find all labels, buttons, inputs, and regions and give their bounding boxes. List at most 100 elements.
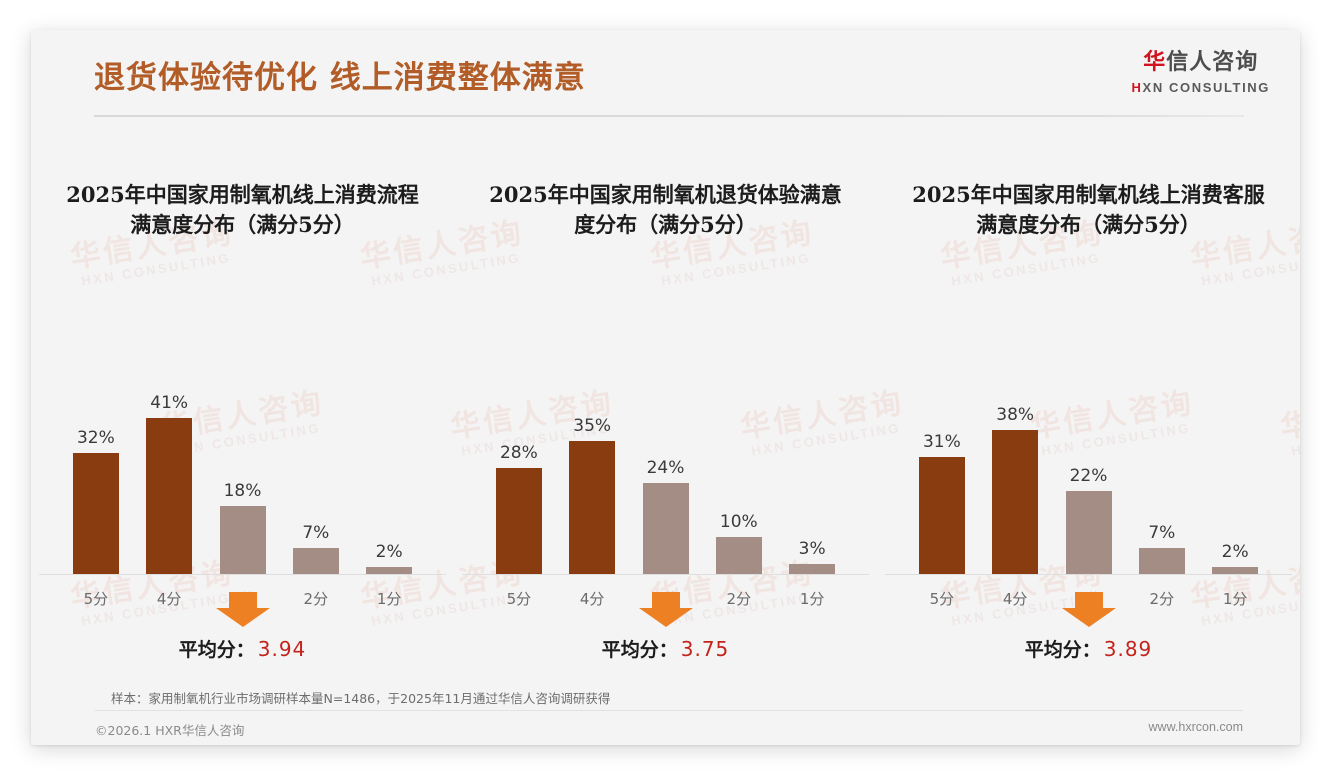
bar-group: 28% 35% 24% 10% 3% xyxy=(484,370,847,575)
bar[interactable] xyxy=(789,563,836,575)
bar-group: 32% 41% 18% 7% 2% xyxy=(61,370,424,575)
average-score-value: 3.94 xyxy=(257,637,307,661)
bar-column[interactable]: 10% xyxy=(704,370,774,575)
bar[interactable] xyxy=(1065,490,1112,575)
chart-title: 2025年中国家用制氧机线上消费流程满意度分布（满分5分） xyxy=(66,182,419,237)
x-axis-tick-label: 2分 xyxy=(1149,590,1175,608)
average-score-text: 平均分： 3.89 xyxy=(877,635,1300,662)
bar-value-label: 18% xyxy=(223,481,262,502)
chart-panel-1: 2025年中国家用制氧机线上消费流程满意度分布（满分5分） 32% 41% 18% 7%… xyxy=(31,180,454,680)
chart-panel-3: 2025年中国家用制氧机线上消费客服满意度分布（满分5分） 31% 38% 22% 7%… xyxy=(877,180,1300,680)
chart-plot-area: 32%41%18%7%2%5分4分3分2分1分 xyxy=(39,370,446,608)
x-axis-tick-label: 1分 xyxy=(376,590,402,608)
bar-value-label: 10% xyxy=(719,511,758,532)
bar-column[interactable]: 28% xyxy=(484,370,554,575)
bar-column[interactable]: 2% xyxy=(354,370,424,575)
bar[interactable] xyxy=(219,506,266,575)
sample-footnote: 样本：家用制氧机行业市场调研样本量N=1486，于2025年11月通过华信人咨询… xyxy=(111,691,611,706)
bar-column[interactable]: 7% xyxy=(1127,370,1197,575)
bar-column[interactable]: 32% xyxy=(61,370,131,575)
x-axis-line xyxy=(39,574,446,575)
charts-row: 2025年中国家用制氧机线上消费流程满意度分布（满分5分） 32% 41% 18% 7%… xyxy=(31,180,1300,680)
bar-value-label: 24% xyxy=(646,458,685,479)
bar[interactable] xyxy=(642,483,689,575)
website-url[interactable]: www.hxrcon.com xyxy=(1148,720,1243,734)
page-title: 退货体验待优化 线上消费整体满意 xyxy=(94,60,586,96)
down-arrow-icon xyxy=(1061,592,1116,627)
logo-en-accent: H xyxy=(1131,80,1143,95)
bar[interactable] xyxy=(72,452,119,575)
bar[interactable] xyxy=(715,536,762,575)
x-axis-tick-label: 1分 xyxy=(1222,590,1248,608)
chart-plot-area: 31%38%22%7%2%5分4分3分2分1分 xyxy=(885,370,1292,608)
average-score-block: 平均分： 3.94 xyxy=(31,592,454,662)
bar-value-label: 28% xyxy=(499,442,538,463)
slide-footer: ©2026.1 HXR华信人咨询 www.hxrcon.com xyxy=(31,711,1300,745)
bar-column[interactable]: 22% xyxy=(1054,370,1124,575)
chart-title: 2025年中国家用制氧机退货体验满意度分布（满分5分） xyxy=(489,182,842,237)
bar[interactable] xyxy=(1138,548,1185,575)
bar[interactable] xyxy=(146,418,193,575)
arrow-shaft xyxy=(228,592,257,609)
bar-value-label: 31% xyxy=(922,431,961,452)
x-axis-tick-label: 2分 xyxy=(303,590,329,608)
chart-panel-2: 2025年中国家用制氧机退货体验满意度分布（满分5分） 28% 35% 24% 10% 3… xyxy=(454,180,877,680)
bar-value-label: 38% xyxy=(996,404,1035,425)
bar-column[interactable]: 3% xyxy=(777,370,847,575)
average-score-text: 平均分： 3.94 xyxy=(31,635,454,662)
logo-chinese-text: 华信人咨询 xyxy=(1132,52,1270,74)
bar-value-label: 3% xyxy=(798,538,826,559)
x-axis-tick-label: 1分 xyxy=(799,590,825,608)
x-axis-tick-label: 4分 xyxy=(1002,590,1028,608)
bar-value-label: 2% xyxy=(375,542,403,563)
bar[interactable] xyxy=(366,567,413,575)
average-score-block: 平均分： 3.89 xyxy=(877,592,1300,662)
bar[interactable] xyxy=(569,441,616,575)
bar-value-label: 41% xyxy=(150,393,189,414)
x-axis-line xyxy=(462,574,869,575)
average-score-label: 平均分： xyxy=(178,639,255,661)
logo-accent-char: 华 xyxy=(1143,50,1167,75)
footer-divider xyxy=(95,710,1243,711)
arrow-head xyxy=(215,608,270,627)
bar-value-label: 7% xyxy=(1148,523,1176,544)
logo-en-rest: XN CONSULTING xyxy=(1142,80,1270,95)
average-score-label: 平均分： xyxy=(1024,639,1101,661)
bar-column[interactable]: 2% xyxy=(1200,370,1270,575)
bar-column[interactable]: 38% xyxy=(980,370,1050,575)
bar-column[interactable]: 7% xyxy=(281,370,351,575)
bar[interactable] xyxy=(1212,567,1259,575)
arrow-shaft xyxy=(1074,592,1103,609)
bar[interactable] xyxy=(292,548,339,575)
down-arrow-icon xyxy=(638,592,693,627)
x-axis-tick-label: 5分 xyxy=(929,590,955,608)
slide-canvas: 华信人咨询 HXN CONSULTING 华信人咨询 HXN CONSULTING 华信… xyxy=(31,30,1300,745)
bar-column[interactable]: 35% xyxy=(557,370,627,575)
bar-value-label: 7% xyxy=(302,523,330,544)
x-axis-tick-label: 2分 xyxy=(726,590,752,608)
x-axis-tick-label: 4分 xyxy=(156,590,182,608)
x-axis-tick-label: 5分 xyxy=(83,590,109,608)
header-divider xyxy=(94,115,1244,117)
bar[interactable] xyxy=(495,467,542,575)
down-arrow-icon xyxy=(215,592,270,627)
arrow-head xyxy=(1061,608,1116,627)
arrow-head xyxy=(638,608,693,627)
company-logo: 华信人咨询 HXN CONSULTING xyxy=(1131,52,1270,95)
arrow-shaft xyxy=(651,592,680,609)
bar-value-label: 2% xyxy=(1221,542,1249,563)
bar-column[interactable]: 31% xyxy=(907,370,977,575)
average-score-block: 平均分： 3.75 xyxy=(454,592,877,662)
bar[interactable] xyxy=(918,456,965,575)
bar-column[interactable]: 41% xyxy=(134,370,204,575)
slide-header: 退货体验待优化 线上消费整体满意 华信人咨询 HXN CONSULTING xyxy=(31,30,1300,117)
bar-group: 31% 38% 22% 7% 2% xyxy=(907,370,1270,575)
x-axis-tick-label: 5分 xyxy=(506,590,532,608)
bar-column[interactable]: 24% xyxy=(631,370,701,575)
bar[interactable] xyxy=(992,429,1039,575)
chart-title: 2025年中国家用制氧机线上消费客服满意度分布（满分5分） xyxy=(912,182,1265,237)
bar-value-label: 22% xyxy=(1069,465,1108,486)
bar-column[interactable]: 18% xyxy=(208,370,278,575)
average-score-label: 平均分： xyxy=(601,639,678,661)
bar-value-label: 32% xyxy=(76,427,115,448)
